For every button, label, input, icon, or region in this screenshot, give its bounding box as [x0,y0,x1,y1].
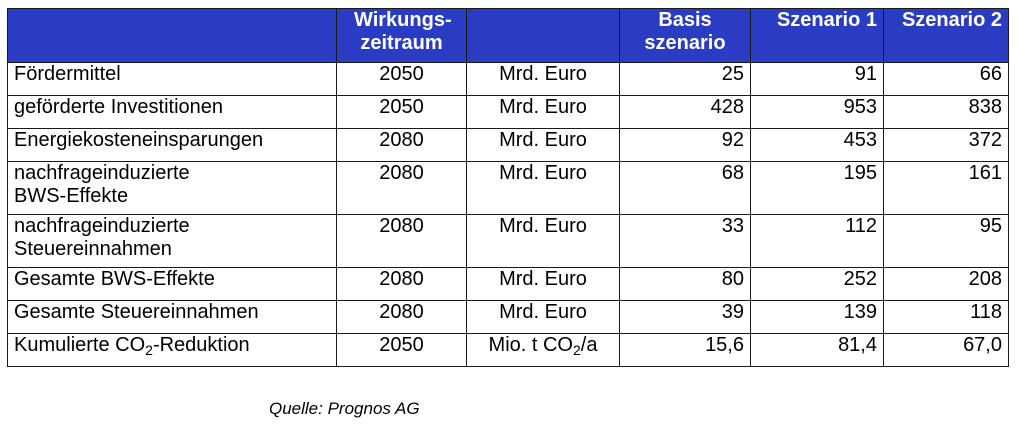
row-label: Gesamte BWS-Effekte [7,267,337,301]
row-basis: 33 [619,214,751,268]
row-period: 2080 [336,214,467,268]
source-note: Quelle: Prognos AG [269,399,420,418]
row-unit: Mrd. Euro [466,300,620,334]
row-label: Energiekosteneinsparungen [7,128,337,162]
row-unit-pre: Mio. t CO [488,334,573,356]
row-label-text: nachfrageinduzierte BWS-Effekte [14,162,190,207]
row-unit: Mrd. Euro [466,267,620,301]
row-period: 2080 [336,128,467,162]
row-scenario-2: 838 [883,95,1009,129]
row-basis: 428 [619,95,751,129]
row-unit: Mrd. Euro [466,95,620,129]
row-basis: 25 [619,62,751,96]
table-row: Kumulierte CO2-Reduktion 2050 Mio. t CO2… [7,333,1009,367]
row-label-post: -Reduktion [152,334,250,356]
row-label-text: nachfrageinduzierte Steuereinnahmen [14,215,190,260]
row-basis: 68 [619,161,751,215]
row-basis: 15,6 [619,333,751,367]
row-basis: 80 [619,267,751,301]
table-row: nachfrageinduzierte BWS-Effekte 2080 Mrd… [7,161,1009,215]
row-scenario-1: 195 [750,161,884,215]
row-unit: Mrd. Euro [466,128,620,162]
row-scenario-1: 953 [750,95,884,129]
row-scenario-1: 91 [750,62,884,96]
row-scenario-2: 67,0 [883,333,1009,367]
row-label: Fördermittel [7,62,337,96]
row-period: 2080 [336,300,467,334]
row-label-subscript: 2 [145,342,153,358]
row-scenario-2: 208 [883,267,1009,301]
row-label: nachfrageinduzierte Steuereinnahmen [7,214,337,268]
row-label: Gesamte Steuereinnahmen [7,300,337,334]
row-basis: 92 [619,128,751,162]
row-label: geförderte Investitionen [7,95,337,129]
header-period: Wirkungs- zeitraum [336,8,467,63]
header-basis: Basis szenario [619,8,751,63]
table-row: geförderte Investitionen 2050 Mrd. Euro … [7,95,1009,129]
row-scenario-2: 118 [883,300,1009,334]
row-period: 2050 [336,333,467,367]
row-period: 2050 [336,62,467,96]
row-unit: Mio. t CO2/a [466,333,620,367]
row-period: 2080 [336,267,467,301]
table-row: nachfrageinduzierte Steuereinnahmen 2080… [7,214,1009,268]
row-unit: Mrd. Euro [466,214,620,268]
table-row: Energiekosteneinsparungen 2080 Mrd. Euro… [7,128,1009,162]
header-scenario-2: Szenario 2 [883,8,1009,63]
header-basis-text: Basis szenario [644,9,726,54]
row-unit: Mrd. Euro [466,161,620,215]
row-unit: Mrd. Euro [466,62,620,96]
header-period-text: Wirkungs- zeitraum [354,9,452,54]
row-scenario-2: 372 [883,128,1009,162]
row-scenario-2: 161 [883,161,1009,215]
row-basis: 39 [619,300,751,334]
header-scenario-1: Szenario 1 [750,8,884,63]
row-scenario-1: 81,4 [750,333,884,367]
header-unit [466,8,620,63]
results-table: Wirkungs- zeitraum Basis szenario Szenar… [7,8,1009,367]
row-period: 2080 [336,161,467,215]
row-label: Kumulierte CO2-Reduktion [7,333,337,367]
row-scenario-1: 139 [750,300,884,334]
row-scenario-1: 453 [750,128,884,162]
table-row: Fördermittel 2050 Mrd. Euro 25 91 66 [7,62,1009,96]
table-row: Gesamte Steuereinnahmen 2080 Mrd. Euro 3… [7,300,1009,334]
row-label: nachfrageinduzierte BWS-Effekte [7,161,337,215]
row-period: 2050 [336,95,467,129]
table-header-row: Wirkungs- zeitraum Basis szenario Szenar… [7,8,1009,63]
row-unit-post: /a [580,334,598,356]
row-scenario-2: 66 [883,62,1009,96]
row-scenario-2: 95 [883,214,1009,268]
row-scenario-1: 112 [750,214,884,268]
header-name [7,8,337,63]
row-label-pre: Kumulierte CO [14,334,146,356]
row-unit-subscript: 2 [572,342,581,358]
table-row: Gesamte BWS-Effekte 2080 Mrd. Euro 80 25… [7,267,1009,301]
row-scenario-1: 252 [750,267,884,301]
